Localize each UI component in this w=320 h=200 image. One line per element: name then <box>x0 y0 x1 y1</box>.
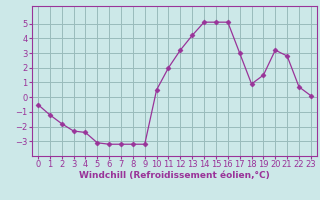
X-axis label: Windchill (Refroidissement éolien,°C): Windchill (Refroidissement éolien,°C) <box>79 171 270 180</box>
